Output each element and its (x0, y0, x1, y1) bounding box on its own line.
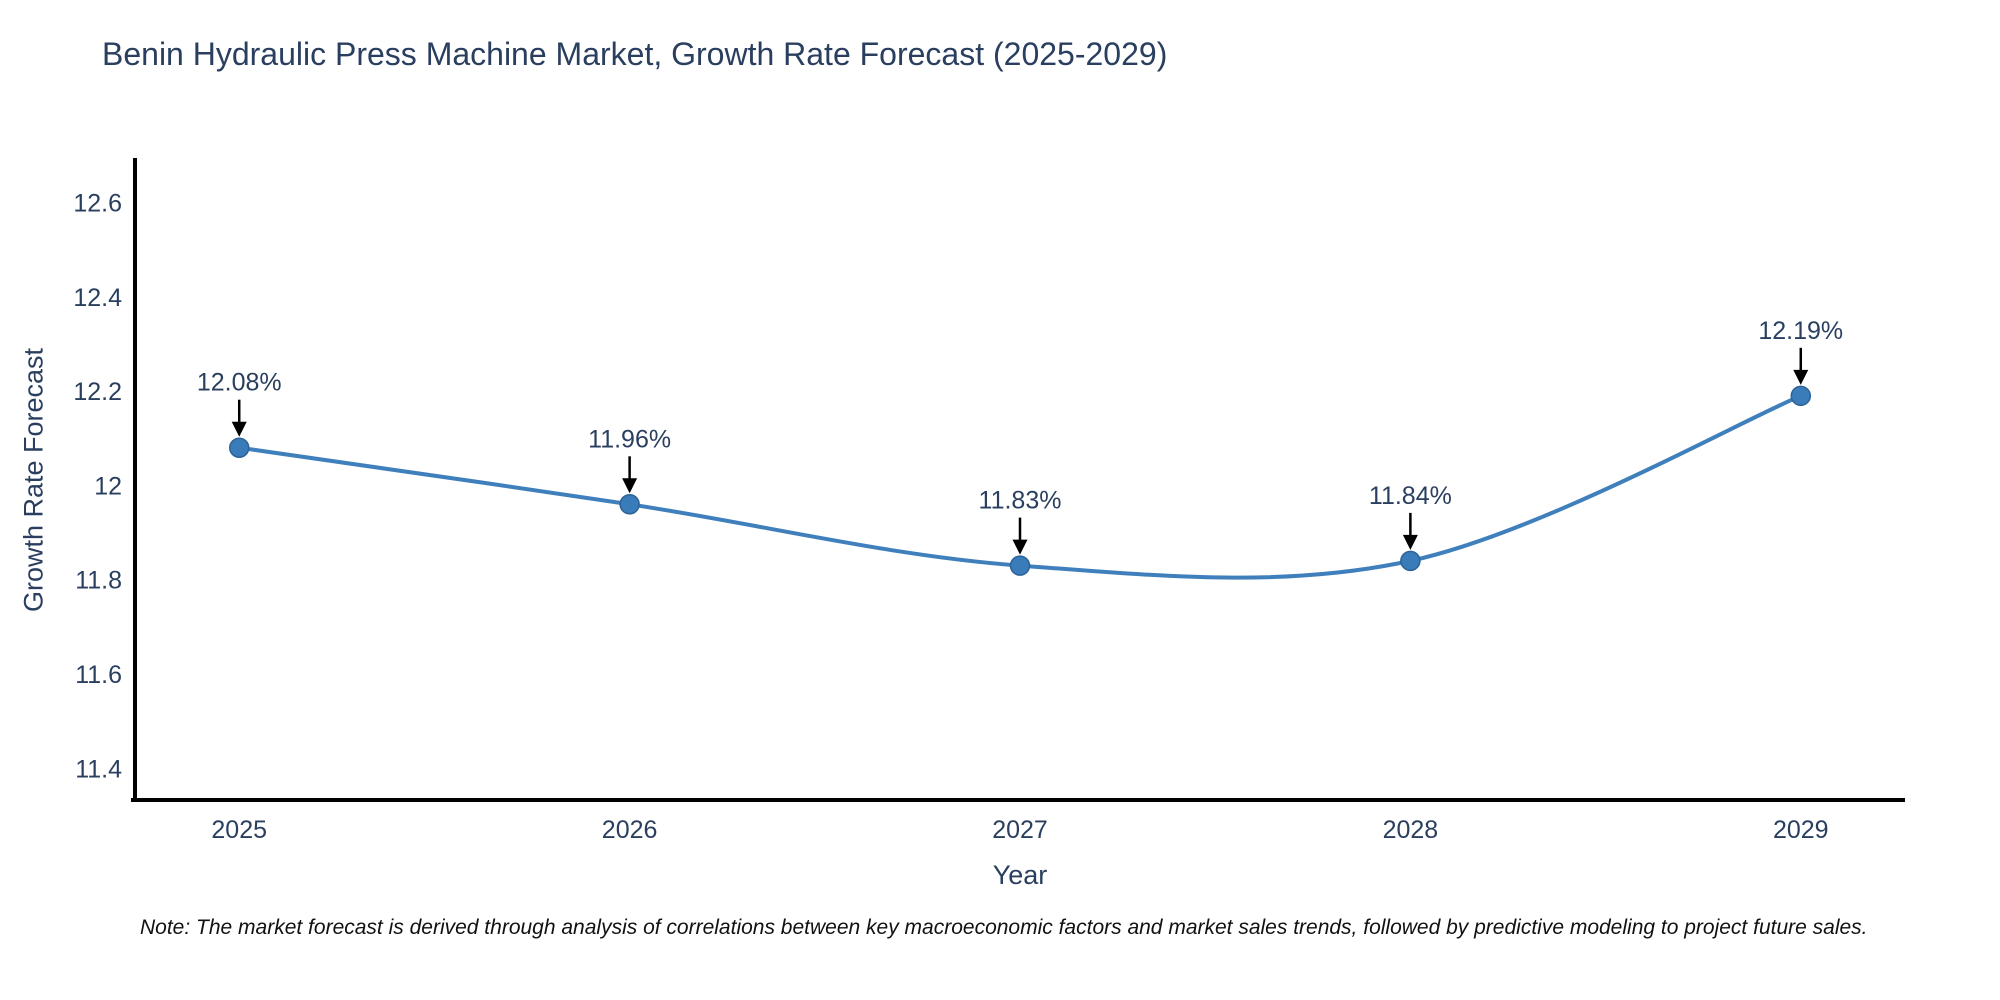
data-point (1009, 555, 1031, 576)
y-tick-label: 11.6 (75, 661, 122, 689)
data-point (1790, 385, 1812, 407)
data-point (1400, 550, 1421, 572)
point-label: 11.84% (1369, 482, 1452, 510)
y-tick-label: 12.4 (73, 284, 122, 312)
x-tick-label: 2027 (992, 816, 1048, 844)
annotation-arrowhead-icon (1402, 534, 1418, 550)
x-axis-title: Year (992, 860, 1048, 890)
data-point (228, 437, 250, 458)
point-label: 12.19% (1758, 317, 1843, 345)
y-tick-label: 11.8 (75, 567, 122, 595)
y-tick-label: 11.4 (75, 755, 122, 783)
x-tick-label: 2025 (211, 816, 267, 844)
point-label: 11.83% (979, 487, 1062, 515)
annotation-arrowhead-icon (622, 478, 638, 494)
x-tick-label: 2028 (1383, 816, 1439, 844)
y-tick-label: 12.6 (73, 189, 122, 217)
y-tick-label: 12.2 (73, 378, 122, 406)
chart-title: Benin Hydraulic Press Machine Market, Gr… (102, 36, 1168, 72)
data-point (619, 494, 640, 515)
point-label: 12.08% (197, 369, 282, 397)
annotation-arrowhead-icon (1012, 539, 1028, 555)
x-tick-label: 2026 (602, 816, 658, 844)
annotation-arrowhead-icon (1793, 369, 1809, 385)
footnote: Note: The market forecast is derived thr… (140, 916, 1868, 939)
annotation-arrowhead-icon (231, 421, 247, 437)
y-tick-label: 12 (94, 472, 122, 500)
point-label: 11.96% (588, 425, 671, 453)
x-tick-label: 2029 (1773, 816, 1829, 844)
